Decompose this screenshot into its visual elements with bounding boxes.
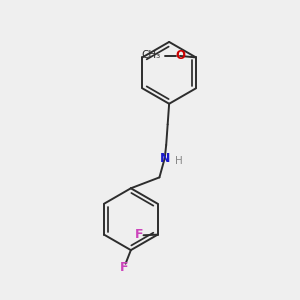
Text: H: H [175,156,183,166]
Text: F: F [135,228,144,241]
Text: F: F [120,261,129,274]
Text: N: N [160,152,170,165]
Text: CH₃: CH₃ [141,50,160,60]
Text: O: O [175,50,185,62]
